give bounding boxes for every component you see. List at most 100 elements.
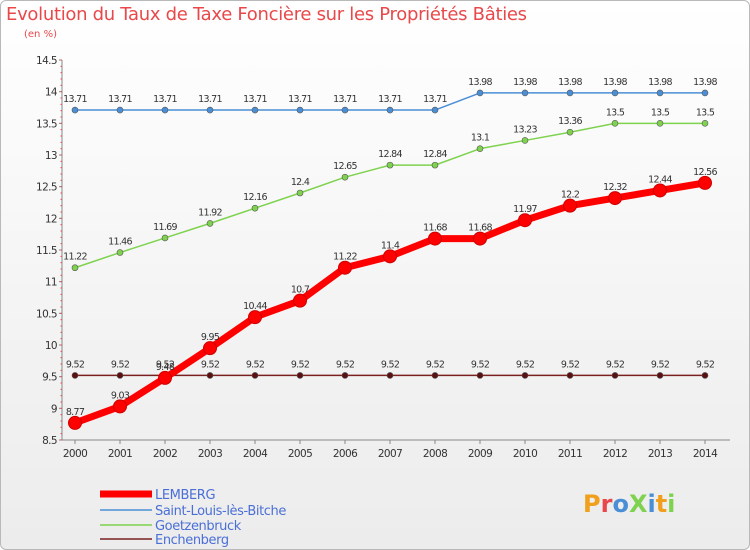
- data-label: 12.32: [603, 182, 627, 193]
- series-layer: [68, 89, 712, 430]
- x-tick-label: 2014: [693, 448, 718, 460]
- legend-label: Saint-Louis-lès-Bitche: [155, 504, 286, 519]
- data-label: 12.4: [291, 177, 310, 188]
- data-label: 13.98: [648, 77, 672, 88]
- data-point: [428, 231, 442, 246]
- data-label: 13.5: [606, 107, 625, 118]
- data-point: [566, 128, 574, 136]
- data-label: 12.84: [378, 149, 402, 160]
- x-tick-label: 2012: [603, 448, 627, 460]
- data-point: [386, 372, 394, 379]
- data-point: [248, 310, 262, 325]
- x-tick-label: 2013: [648, 448, 672, 460]
- data-point: [701, 89, 709, 97]
- x-tick-label: 2007: [378, 448, 402, 460]
- data-label: 13.71: [423, 94, 447, 105]
- data-point: [251, 106, 259, 114]
- data-label: 11.4: [381, 240, 400, 251]
- data-label: 9.52: [156, 359, 175, 370]
- data-label: 9.52: [201, 359, 220, 370]
- data-point: [608, 191, 622, 206]
- data-label: 11.46: [108, 237, 132, 248]
- data-label: 11.22: [333, 252, 357, 263]
- data-label: 11.69: [153, 222, 177, 233]
- data-point: [161, 106, 169, 114]
- data-point: [71, 106, 79, 114]
- y-tick-label: 12: [45, 213, 57, 225]
- data-label: 12.84: [423, 149, 447, 160]
- data-label: 9.52: [111, 359, 130, 370]
- data-label: 12.56: [693, 167, 717, 178]
- data-label: 10.44: [243, 301, 267, 312]
- data-point: [293, 293, 307, 308]
- data-label: 9.52: [381, 359, 400, 370]
- legend: LEMBERGSaint-Louis-lès-BitcheGoetzenbruc…: [100, 488, 287, 548]
- data-label: 9.03: [111, 390, 130, 401]
- chart-title: Evolution du Taux de Taxe Foncière sur l…: [6, 4, 527, 25]
- data-label: 11.92: [198, 207, 222, 218]
- data-point: [476, 372, 484, 379]
- data-point: [431, 106, 439, 114]
- legend-label: Goetzenbruck: [155, 519, 242, 534]
- proxiti-logo: ProXiti: [583, 490, 676, 518]
- y-tick-label: 8.5: [42, 435, 57, 447]
- data-label: 9.52: [336, 359, 355, 370]
- x-tick-label: 2010: [513, 448, 537, 460]
- data-point: [71, 372, 79, 379]
- data-point: [476, 89, 484, 97]
- data-point: [518, 213, 532, 228]
- data-label: 13.1: [471, 133, 490, 144]
- y-tick-label: 10.5: [36, 308, 57, 320]
- data-label: 13.5: [696, 107, 715, 118]
- data-point: [71, 264, 79, 272]
- data-label: 9.52: [66, 359, 85, 370]
- y-tick-label: 11: [45, 277, 57, 289]
- x-tick-label: 2000: [63, 448, 87, 460]
- data-label: 12.65: [333, 161, 357, 172]
- data-point: [341, 106, 349, 114]
- data-label: 13.36: [558, 116, 582, 127]
- data-point: [521, 89, 529, 97]
- data-point: [386, 106, 394, 114]
- data-label: 13.98: [693, 77, 717, 88]
- x-tick-label: 2006: [333, 448, 358, 460]
- data-point: [431, 161, 439, 169]
- data-label: 9.52: [651, 359, 670, 370]
- data-point: [563, 198, 577, 213]
- x-tick-label: 2002: [153, 448, 177, 460]
- data-point: [566, 89, 574, 97]
- legend-label: LEMBERG: [155, 488, 215, 503]
- data-point: [206, 220, 214, 227]
- data-point: [116, 249, 124, 256]
- data-point: [431, 372, 439, 379]
- data-point: [473, 231, 487, 246]
- legend-label: Enchenberg: [155, 533, 229, 548]
- data-label: 13.71: [198, 94, 222, 105]
- data-point: [341, 173, 349, 181]
- y-tick-label: 9.5: [42, 372, 57, 384]
- data-point: [203, 341, 217, 356]
- data-label: 11.97: [513, 204, 537, 215]
- data-label: 13.71: [243, 94, 267, 105]
- data-label: 9.52: [696, 359, 715, 370]
- data-label: 11.68: [468, 223, 492, 234]
- x-tick-label: 2004: [243, 448, 268, 460]
- data-point: [68, 415, 82, 430]
- data-point: [296, 372, 304, 379]
- data-label: 9.52: [291, 359, 310, 370]
- data-point: [341, 372, 349, 379]
- data-label: 13.71: [333, 94, 357, 105]
- data-point: [611, 120, 619, 127]
- data-point: [383, 249, 397, 264]
- data-point: [161, 234, 169, 242]
- data-point: [206, 372, 214, 379]
- data-point: [158, 370, 172, 385]
- x-tick-label: 2011: [558, 448, 582, 460]
- data-label: 10.7: [291, 285, 310, 296]
- x-tick-label: 2003: [198, 448, 222, 460]
- data-labels: 13.71 13.71 13.71 13.71 13.71 13.71 13.71 13.71…: [63, 77, 718, 418]
- data-label: 12.16: [243, 192, 267, 203]
- series-line-0: [73, 179, 706, 427]
- x-tick-label: 2009: [468, 448, 492, 460]
